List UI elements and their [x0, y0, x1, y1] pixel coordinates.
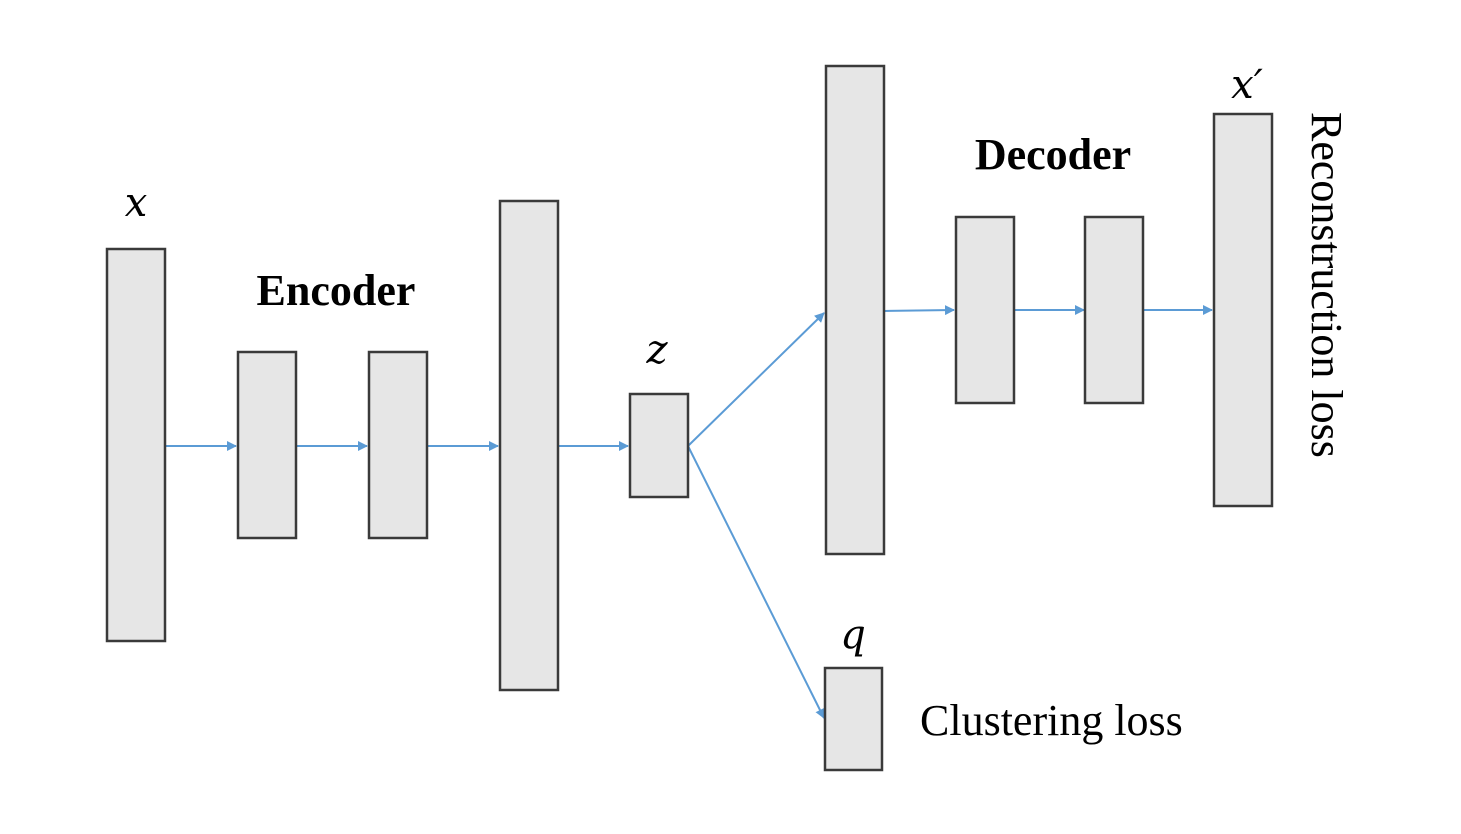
latent-z-layer — [628, 392, 690, 499]
decoder-layers — [824, 64, 1274, 556]
output-x-prime-layer — [1212, 112, 1274, 508]
decoder-title: Decoder — [975, 130, 1131, 179]
encoder-hidden-2-layer — [367, 350, 429, 540]
arrow-latent-to-dec1 — [687, 312, 825, 447]
cluster-q-label: q — [840, 612, 866, 658]
encoder-layers — [105, 199, 560, 692]
flow-arrows — [165, 305, 1213, 719]
latent-z-label: z — [645, 327, 668, 373]
decoder-hidden-1-layer — [824, 64, 886, 556]
cluster-q-layer — [823, 666, 884, 772]
encoder-hidden-1-layer — [236, 350, 298, 540]
arrow-latent-to-cluster — [687, 445, 825, 719]
encoder-hidden-3-layer — [498, 199, 560, 692]
output-x-prime-label: x′ — [1231, 62, 1263, 108]
decoder-hidden-2-layer — [954, 215, 1016, 405]
reconstruction-loss-label: Reconstruction loss — [1302, 112, 1351, 458]
clustering-loss-label: Clustering loss — [920, 696, 1183, 745]
arrow-dec1-to-dec2 — [883, 305, 955, 316]
encoder-title: Encoder — [257, 266, 416, 315]
input-x-label: x — [125, 180, 148, 226]
decoder-hidden-3-layer — [1083, 215, 1145, 405]
input-x-layer — [105, 247, 167, 643]
